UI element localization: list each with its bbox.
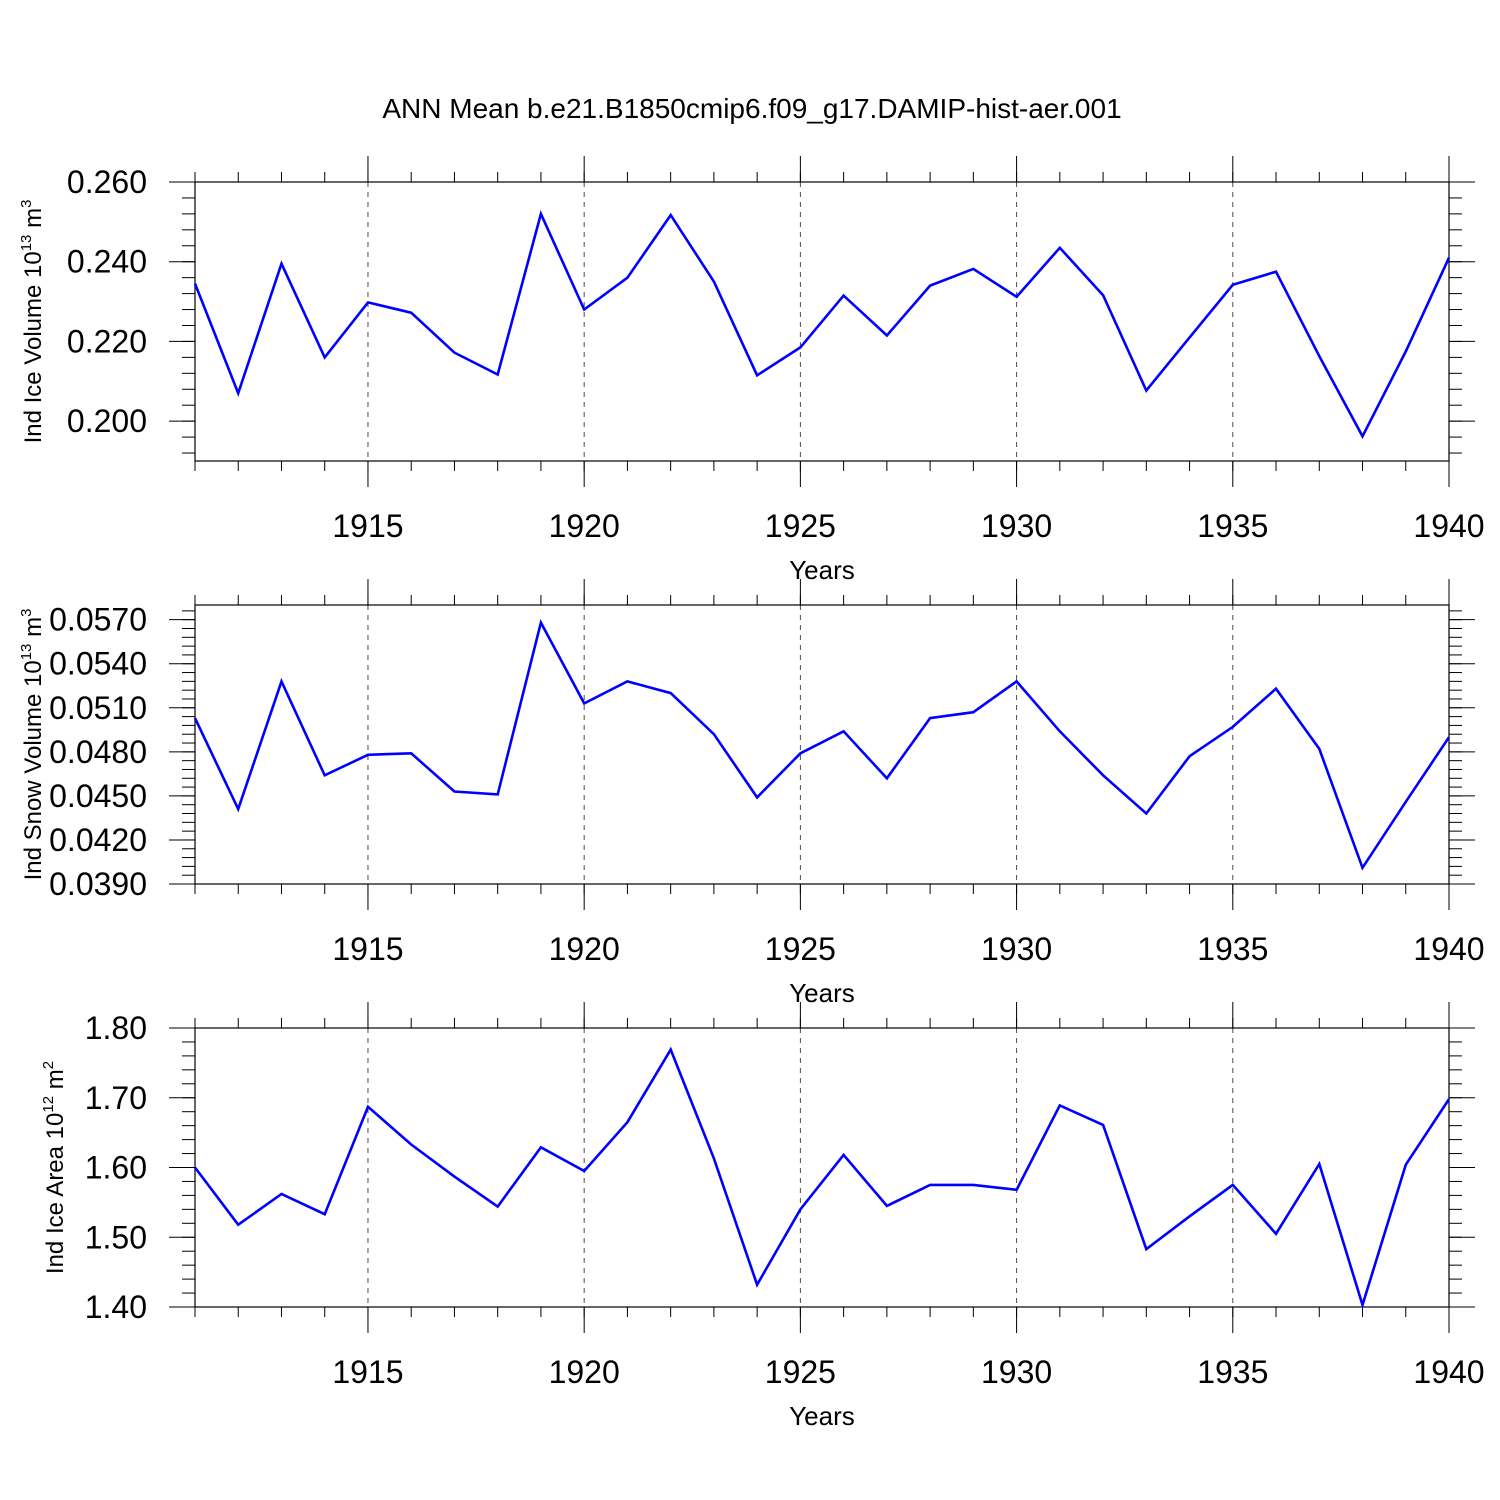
panel-ice-area: 1915 1920 1925 1930 1935 1940 Years 1.40 1.50 1.6… xyxy=(40,1002,1485,1431)
y-tick-label: 0.200 xyxy=(67,403,147,439)
x-tick-label: 1935 xyxy=(1197,508,1268,544)
y-tick-label: 0.0390 xyxy=(49,866,147,902)
y-axis-label: Ind Ice Volume 1013 m3 xyxy=(18,200,47,444)
plot-frame xyxy=(194,604,1450,885)
x-tick-label: 1935 xyxy=(1197,1354,1268,1390)
x-axis-label: Years xyxy=(789,1401,855,1431)
y-axis-label-exponent: 13 xyxy=(18,644,35,661)
x-tick-label: 1935 xyxy=(1197,931,1268,967)
x-tick-label: 1930 xyxy=(981,1354,1052,1390)
y-axis-label-unit-exponent: 2 xyxy=(40,1061,57,1069)
y-tick-label: 1.60 xyxy=(85,1150,147,1186)
series-line-ice-area xyxy=(193,1046,1451,1310)
y-tick-label: 0.0510 xyxy=(49,690,147,726)
x-tick-label: 1940 xyxy=(1413,1354,1484,1390)
y-axis-label-unit: m xyxy=(20,208,47,235)
x-tick-label: 1915 xyxy=(332,1354,403,1390)
panel-ice-volume: 1915 1920 1925 1930 1935 1940 Years 0.200 0.220 0… xyxy=(18,156,1485,585)
y-axis-label-exponent: 13 xyxy=(18,235,35,252)
panel-snow-volume: 1915 1920 1925 1930 1935 1940 Years 0.0390 0.042… xyxy=(18,579,1485,1008)
y-axis-label-unit: m xyxy=(20,617,47,644)
y-tick-label: 0.0420 xyxy=(49,822,147,858)
figure-title: ANN Mean b.e21.B1850cmip6.f09_g17.DAMIP-… xyxy=(382,93,1121,124)
x-tick-label: 1920 xyxy=(549,508,620,544)
x-tick-label: 1920 xyxy=(549,931,620,967)
y-tick-label: 0.0570 xyxy=(49,602,147,638)
x-tick-label: 1930 xyxy=(981,508,1052,544)
x-tick-label: 1920 xyxy=(549,1354,620,1390)
y-tick-label: 0.0480 xyxy=(49,734,147,770)
y-axis-label: Ind Snow Volume 1013 m3 xyxy=(18,609,47,881)
plot-frame xyxy=(194,181,1450,462)
x-tick-label: 1930 xyxy=(981,931,1052,967)
y-tick-label: 0.0450 xyxy=(49,778,147,814)
y-tick-label: 0.260 xyxy=(67,164,147,200)
y-tick-label: 1.40 xyxy=(85,1289,147,1325)
series-line-snow-volume xyxy=(193,619,1451,871)
y-tick-label: 1.80 xyxy=(85,1010,147,1046)
y-axis-label-base: Ind Ice Area 10 xyxy=(42,1113,69,1274)
x-axis-label: Years xyxy=(789,555,855,585)
y-tick-label: 0.220 xyxy=(67,323,147,359)
x-tick-label: 1915 xyxy=(332,508,403,544)
y-tick-label: 0.240 xyxy=(67,244,147,280)
x-tick-label: 1925 xyxy=(765,931,836,967)
x-tick-label: 1915 xyxy=(332,931,403,967)
y-axis-label-unit: m xyxy=(42,1069,69,1096)
y-tick-label: 1.50 xyxy=(85,1219,147,1255)
y-axis-label-unit-exponent: 3 xyxy=(18,200,35,208)
y-axis-label-base: Ind Snow Volume 10 xyxy=(20,660,47,880)
x-axis-label: Years xyxy=(789,978,855,1008)
y-axis-label-base: Ind Ice Volume 10 xyxy=(20,251,47,443)
x-tick-label: 1940 xyxy=(1413,931,1484,967)
x-tick-label: 1925 xyxy=(765,508,836,544)
y-tick-label: 0.0540 xyxy=(49,646,147,682)
y-axis-label: Ind Ice Area 1012 m2 xyxy=(40,1061,69,1274)
x-tick-label: 1940 xyxy=(1413,508,1484,544)
panels: 1915 1920 1925 1930 1935 1940 Years 0.200 0.220 0… xyxy=(18,156,1485,1431)
y-axis-label-unit-exponent: 3 xyxy=(18,609,35,617)
y-axis-label-exponent: 12 xyxy=(40,1096,57,1113)
plot-frame xyxy=(194,1027,1450,1308)
y-tick-label: 1.70 xyxy=(85,1080,147,1116)
x-tick-label: 1925 xyxy=(765,1354,836,1390)
series-line-ice-volume xyxy=(193,210,1451,440)
